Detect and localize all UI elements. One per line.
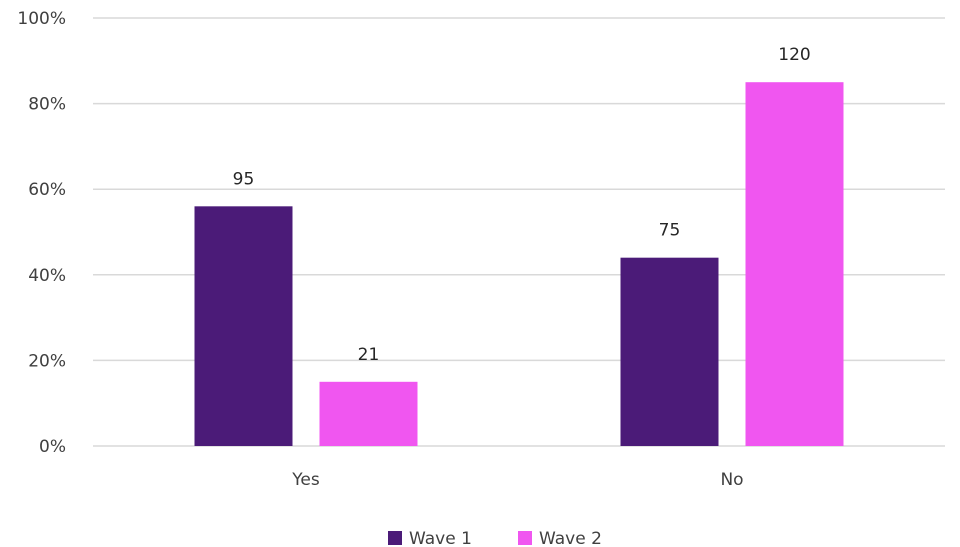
x-category-label: No bbox=[720, 470, 743, 490]
y-tick-label: 60% bbox=[28, 180, 66, 200]
bars bbox=[194, 82, 844, 446]
x-axis-categories: Yes No bbox=[291, 470, 743, 490]
y-tick-label: 100% bbox=[17, 9, 66, 29]
data-label: 21 bbox=[358, 345, 380, 365]
bar bbox=[194, 206, 293, 446]
bar bbox=[620, 257, 719, 446]
y-tick-label: 40% bbox=[28, 266, 66, 286]
legend-swatch bbox=[518, 531, 532, 545]
y-tick-label: 80% bbox=[28, 95, 66, 115]
data-label: 95 bbox=[233, 169, 255, 189]
legend: Wave 1 Wave 2 bbox=[388, 529, 602, 547]
y-axis-ticks: 0% 20% 40% 60% 80% 100% bbox=[17, 9, 66, 457]
data-label: 120 bbox=[778, 45, 810, 65]
bar bbox=[745, 82, 844, 446]
y-tick-label: 0% bbox=[39, 437, 66, 457]
legend-swatch bbox=[388, 531, 402, 545]
legend-label: Wave 1 bbox=[409, 529, 472, 547]
bar bbox=[319, 381, 418, 446]
legend-label: Wave 2 bbox=[539, 529, 602, 547]
data-label: 75 bbox=[659, 221, 681, 241]
x-category-label: Yes bbox=[291, 470, 320, 490]
data-labels: 95 21 75 120 bbox=[233, 45, 811, 365]
y-tick-label: 20% bbox=[28, 351, 66, 371]
